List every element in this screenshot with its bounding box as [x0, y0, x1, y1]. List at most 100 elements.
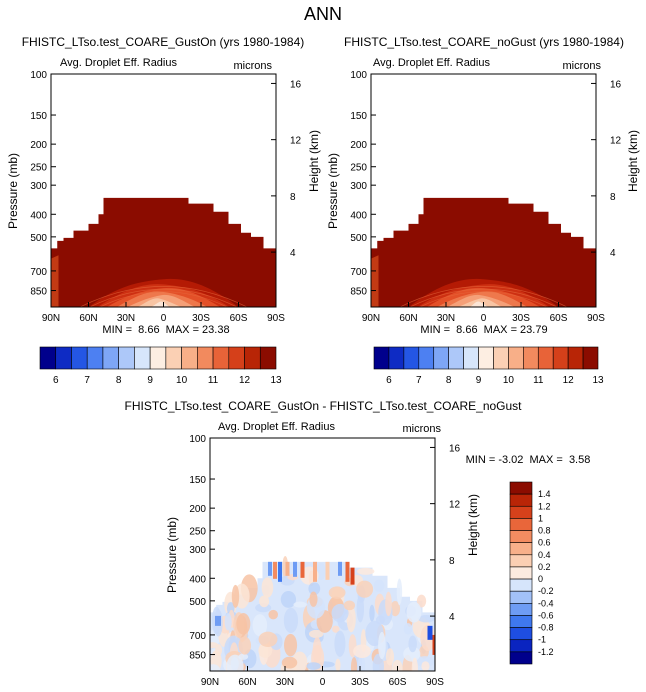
panel-diff-patch	[334, 630, 346, 657]
panel-diff-patch	[284, 633, 298, 657]
panel-gust-on-contour	[89, 288, 238, 307]
shared-colorbar-label: 7	[84, 375, 90, 386]
shared-colorbar-swatch-right	[552, 346, 569, 370]
diff-colorbar-swatch	[509, 590, 533, 604]
panel-no-gust-height-tick-label: 8	[610, 192, 616, 203]
panel-no-gust-ytick-label: 500	[350, 233, 367, 244]
panel-gust-on-contour	[99, 291, 228, 307]
panel-no-gust-ytick-label: 200	[350, 140, 367, 151]
shared-colorbar-swatch-right	[537, 346, 554, 370]
panel-diff-ytick-label: 150	[189, 475, 206, 486]
panel-diff-patch	[226, 654, 244, 671]
panel-no-gust-ytick-label: 250	[350, 163, 367, 174]
panel-gust-on-contour	[79, 286, 248, 307]
panel-diff-patch	[316, 563, 326, 580]
shared-colorbar-label: 13	[270, 375, 282, 386]
panel-gust-on-ytick-label: 150	[30, 111, 47, 122]
panel-diff-ytick-label: 850	[189, 651, 206, 662]
panel-no-gust-ytick-label: 150	[350, 111, 367, 122]
panel-diff-patch	[309, 591, 318, 607]
diff-colorbar-label: 1.2	[538, 501, 551, 511]
panel-no-gust: FHISTC_LTso.test_COARE_noGust (yrs 1980-…	[326, 35, 640, 336]
diff-colorbar-label: -0.8	[538, 623, 554, 633]
panel-diff-edge-signal	[427, 625, 433, 640]
panel-diff-patch	[403, 646, 421, 662]
diff-colorbar: 1.4 1.2 1 0.8 0.6 0.4 0.2 0 -0.2 -0.4 -0.6 -0.8 -1 -1…	[509, 481, 554, 665]
shared-colorbar-swatch	[39, 346, 57, 370]
panel-diff-xtick-label: 60S	[389, 677, 407, 688]
panel-diff-top-signal	[313, 561, 317, 582]
diff-colorbar-label: -1	[538, 635, 546, 645]
panel-diff-top-signal	[338, 561, 342, 576]
panel-no-gust-xtick-label: 90S	[587, 313, 605, 324]
shared-colorbar-swatch	[228, 346, 245, 370]
panel-no-gust-xtick-label: 90N	[362, 313, 380, 324]
panel-diff-patch	[403, 623, 413, 635]
shared-colorbar-swatch	[134, 346, 151, 370]
panel-no-gust-title: FHISTC_LTso.test_COARE_noGust (yrs 1980-…	[344, 35, 624, 49]
shared-colorbar-swatch	[212, 346, 230, 370]
diff-colorbar-swatch	[509, 615, 533, 628]
panel-diff-stats: MIN = -3.02 MAX = 3.58	[466, 454, 591, 466]
panel-no-gust-xtick-label: 60S	[550, 313, 568, 324]
panel-gust-on-ytick-label: 250	[30, 163, 47, 174]
panel-no-gust-height-tick-label: 16	[610, 79, 622, 90]
diff-colorbar-swatch	[509, 505, 533, 519]
shared-colorbar-swatch-right	[463, 346, 479, 370]
panel-diff-patch	[308, 629, 324, 639]
panel-gust-on-xtick-label: 0	[161, 313, 167, 324]
diff-colorbar-swatch	[509, 603, 533, 616]
shared-colorbar-label: 9	[147, 375, 153, 386]
diff-colorbar-label: 1.4	[538, 489, 551, 499]
panel-no-gust-axes: 100 150 200 250 300 400 500 700 850 16 12 8 4 90N 60N 3…	[350, 70, 621, 324]
panel-diff-patch	[373, 579, 385, 592]
panel-diff-top-signal	[300, 561, 305, 578]
panel-no-gust-contour	[399, 286, 568, 307]
panel-diff-ytick-label: 100	[189, 434, 206, 445]
panel-diff-patch	[378, 631, 386, 660]
panel-diff-xtick-label: 30S	[351, 677, 369, 688]
panel-diff-patch	[369, 604, 375, 622]
panel-diff-field	[210, 555, 435, 671]
diff-colorbar-label: 0.4	[538, 550, 551, 560]
shared-colorbar-swatch-right	[582, 346, 599, 370]
panel-diff-ytick-label: 500	[189, 597, 206, 608]
shared-colorbar-swatch	[244, 346, 261, 370]
panel-diff-ylabel: Pressure (mb)	[165, 517, 179, 593]
shared-colorbar-swatch	[181, 346, 198, 370]
panel-no-gust-ytick-label: 700	[350, 267, 367, 278]
shared-colorbar-swatch	[259, 346, 277, 370]
panel-no-gust-ytick-label: 100	[350, 70, 367, 81]
panel-diff-ytick-label: 200	[189, 504, 206, 515]
panel-diff-patch	[238, 653, 249, 660]
panel-diff-top-signal	[325, 561, 330, 580]
shared-colorbar-swatch-right	[567, 346, 584, 370]
panel-diff-patch	[238, 636, 252, 655]
diff-colorbar-swatch	[509, 639, 533, 653]
panel-diff-patch	[224, 613, 232, 631]
shared-colorbar-swatch-right	[523, 346, 539, 370]
panel-diff-top-signal	[285, 561, 290, 576]
panel-no-gust-contour	[409, 288, 558, 307]
diff-colorbar-swatch	[509, 530, 533, 543]
panel-diff-patch	[411, 657, 418, 671]
shared-colorbar-swatch-right	[373, 346, 390, 370]
panel-no-gust-ytick-label: 850	[350, 287, 367, 298]
panel-diff-patch	[350, 657, 358, 671]
panel-gust-on-ytick-label: 200	[30, 140, 47, 151]
shared-colorbar-label: 11	[208, 375, 219, 386]
panel-diff-xtick-label: 90S	[426, 677, 444, 688]
panel-diff-patch	[236, 613, 251, 635]
panel-diff-patch	[268, 609, 278, 620]
shared-colorbar-label-right: 8	[446, 375, 452, 386]
panel-gust-on-field	[51, 197, 276, 307]
panel-gust-on-height-tick-label: 4	[290, 248, 296, 259]
panel-gust-on-axes: 100 150 200 250 300 400 500 700 850 16 12 8 4 90N 60N 3…	[30, 70, 301, 324]
panel-diff-patch	[390, 601, 401, 617]
panel-diff-top-signal	[278, 561, 282, 582]
panel-gust-on-nh-edge	[51, 255, 59, 307]
shared-colorbar-label-right: 11	[533, 375, 544, 386]
shared-colorbar-label-right: 10	[503, 375, 515, 386]
panel-gust-on-ytick-label: 100	[30, 70, 47, 81]
panel-diff-patch	[261, 577, 274, 598]
